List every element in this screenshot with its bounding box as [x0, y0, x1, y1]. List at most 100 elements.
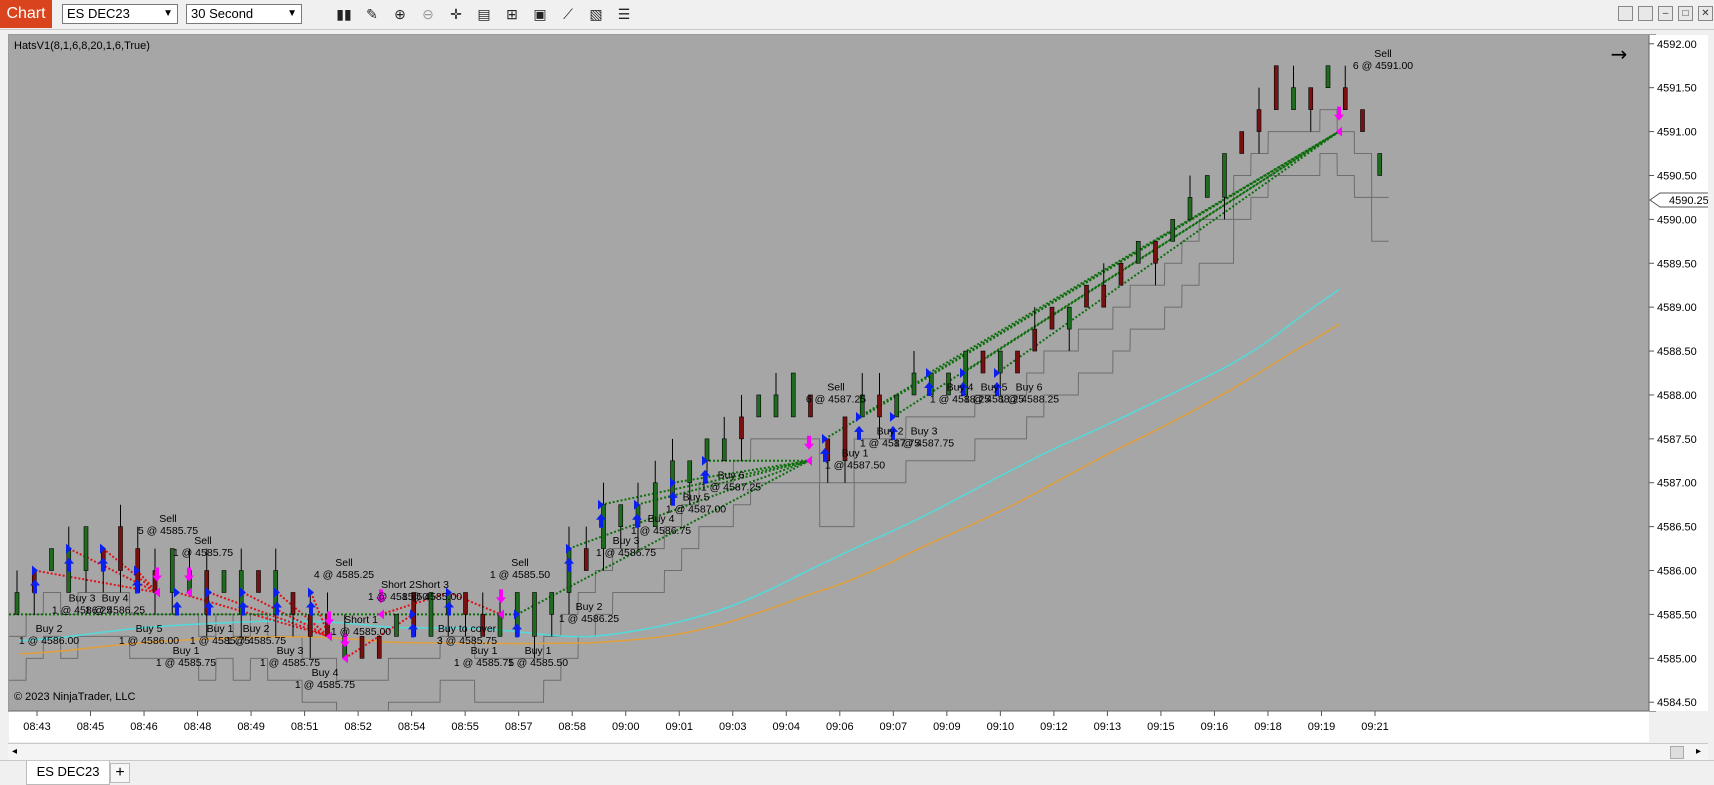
exit-triangle-icon: [342, 653, 348, 664]
price-chart[interactable]: Buy 21 @ 4586.00 Buy 31 @ 4586.25 Buy 41 @…: [9, 35, 1708, 742]
candle: [118, 504, 123, 593]
price-tick-label: 4585.50: [1657, 609, 1697, 621]
entry-triangle-icon: [134, 565, 140, 576]
trade-annotation: Short 21 @ 4585.50: [368, 579, 428, 603]
scroll-left-icon[interactable]: ◂: [12, 746, 18, 757]
pencil-icon[interactable]: ✎: [366, 6, 378, 22]
arrow-right-icon[interactable]: →: [1611, 42, 1628, 66]
instrument-select[interactable]: ES DEC23 ▼: [62, 4, 178, 24]
maximize-icon[interactable]: □: [1678, 6, 1693, 21]
time-tick-label: 08:43: [23, 721, 51, 733]
candle: [359, 636, 365, 659]
candle: [877, 373, 882, 439]
scroll-right-icon[interactable]: ▸: [1696, 746, 1702, 757]
candle-body: [997, 350, 1003, 374]
candle-body: [480, 614, 486, 637]
bar-type-icon[interactable]: ▮▮: [336, 6, 352, 22]
buy-arrow-icon: [924, 382, 934, 396]
entry-triangle-icon: [410, 609, 416, 620]
trade-annotation-line: Buy 1: [842, 447, 869, 459]
trade-annotation: Buy 51 @ 4586.00: [119, 623, 179, 647]
crosshair-icon[interactable]: ✛: [450, 6, 462, 22]
notes-icon[interactable]: ▧: [589, 6, 603, 22]
trade-annotation-line: 1 @ 4585.50: [368, 591, 428, 603]
trade-annotation: Buy 31 @ 4586.25: [52, 592, 112, 616]
horizontal-scrollbar[interactable]: ◂ ▸: [8, 743, 1708, 760]
buy-arrow-icon: [596, 513, 606, 528]
entry-triangle-icon: [240, 587, 246, 598]
copyright-text: © 2023 NinjaTrader, LLC: [14, 691, 135, 703]
price-tick-label: 4587.00: [1657, 478, 1697, 490]
time-tick-label: 08:49: [237, 721, 265, 733]
chart-app-label: Chart: [0, 0, 52, 28]
time-axis[interactable]: 08:43 08:45 08:46 08:48 08:49 08:51 08:52 08:54…: [9, 710, 1649, 742]
candle: [256, 570, 261, 593]
price-tick-label: 4586.00: [1657, 566, 1697, 578]
trade-markers: [30, 106, 1344, 664]
entry-triangle-icon: [634, 499, 640, 510]
trade-annotation-line: 1 @ 4585.50: [490, 569, 550, 581]
candle: [428, 592, 434, 637]
chart-toolbar: Chart ES DEC23 ▼ 30 Second ▼ ▮▮ ✎ ⊕ ⊖ ✛ …: [0, 0, 1714, 30]
trade-annotation: Buy 51 @ 4588.25: [964, 382, 1024, 406]
tab-es-dec23[interactable]: ES DEC23: [26, 761, 110, 785]
buy-arrow-icon: [700, 469, 710, 484]
price-tick-label: 4589.50: [1657, 258, 1697, 270]
buy-arrow-icon: [888, 425, 898, 440]
add-tab-button[interactable]: +: [110, 763, 130, 783]
properties-icon[interactable]: ⊞: [506, 6, 518, 22]
entry-triangle-icon: [994, 368, 1000, 378]
trade-annotation: Buy 41 @ 4586.75: [631, 513, 691, 537]
candle: [1273, 65, 1279, 110]
candle-body: [756, 394, 762, 418]
candle: [583, 526, 589, 571]
trade-annotation-line: Buy 1: [471, 645, 498, 657]
candle-body: [859, 394, 865, 418]
trade-annotation-line: 6 @ 4587.25: [806, 394, 866, 406]
zoom-out-icon[interactable]: ⊖: [422, 6, 434, 22]
candle: [394, 614, 399, 637]
time-tick-label: 09:07: [880, 721, 908, 733]
zoom-in-icon[interactable]: ⊕: [394, 6, 406, 22]
time-tick-label: 09:04: [773, 721, 801, 733]
sell-arrow-icon: [804, 435, 814, 450]
window-panel-icon[interactable]: [1618, 6, 1633, 21]
interval-select[interactable]: 30 Second ▼: [186, 4, 302, 24]
time-tick-label: 09:10: [987, 721, 1015, 733]
trade-annotation-line: Buy 6: [718, 469, 745, 481]
candle: [773, 373, 779, 418]
candle: [894, 394, 900, 418]
screen-icon[interactable]: ▣: [533, 6, 547, 22]
candle-body: [911, 372, 917, 396]
close-icon[interactable]: ✕: [1698, 6, 1713, 21]
buy-arrow-icon: [854, 425, 864, 440]
price-axis[interactable]: 4592.00 4591.50 4591.00 4590.50 4590.00 4589.…: [1648, 35, 1708, 711]
trade-annotation-line: 1 @ 4585.00: [331, 626, 391, 638]
minimize-icon[interactable]: –: [1658, 6, 1673, 21]
strategy-icon[interactable]: ⟋: [563, 6, 573, 22]
trade-annotation-line: 1 @ 4587.75: [860, 437, 920, 449]
trade-annotation-line: Sell: [1374, 48, 1392, 60]
candle: [1291, 65, 1296, 110]
scroll-thumb[interactable]: [1670, 746, 1684, 759]
stop-line-near: [9, 109, 1389, 681]
trade-annotation: Buy 21 @ 4586.00: [19, 623, 79, 647]
trade-annotation-line: 1 @ 4588.25: [930, 394, 990, 406]
list-icon[interactable]: ☰: [617, 6, 631, 22]
trade-annotation-line: Sell: [827, 382, 845, 394]
candle: [221, 570, 227, 593]
candle-body: [394, 614, 399, 637]
price-tick-label: 4591.00: [1657, 127, 1697, 139]
data-box-icon[interactable]: ▤: [477, 6, 491, 22]
entry-triangle-icon: [598, 499, 604, 510]
trade-annotation-line: Buy 5: [136, 623, 163, 635]
window-panel-icon[interactable]: [1638, 6, 1653, 21]
entry-triangle-icon: [274, 587, 280, 598]
current-price-label: 4590.25: [1669, 195, 1708, 207]
candle: [1187, 175, 1193, 220]
candle-body: [1032, 328, 1038, 352]
buy-arrow-icon: [306, 601, 316, 616]
trade-annotation: Buy 21 @ 4585.75: [226, 623, 286, 647]
